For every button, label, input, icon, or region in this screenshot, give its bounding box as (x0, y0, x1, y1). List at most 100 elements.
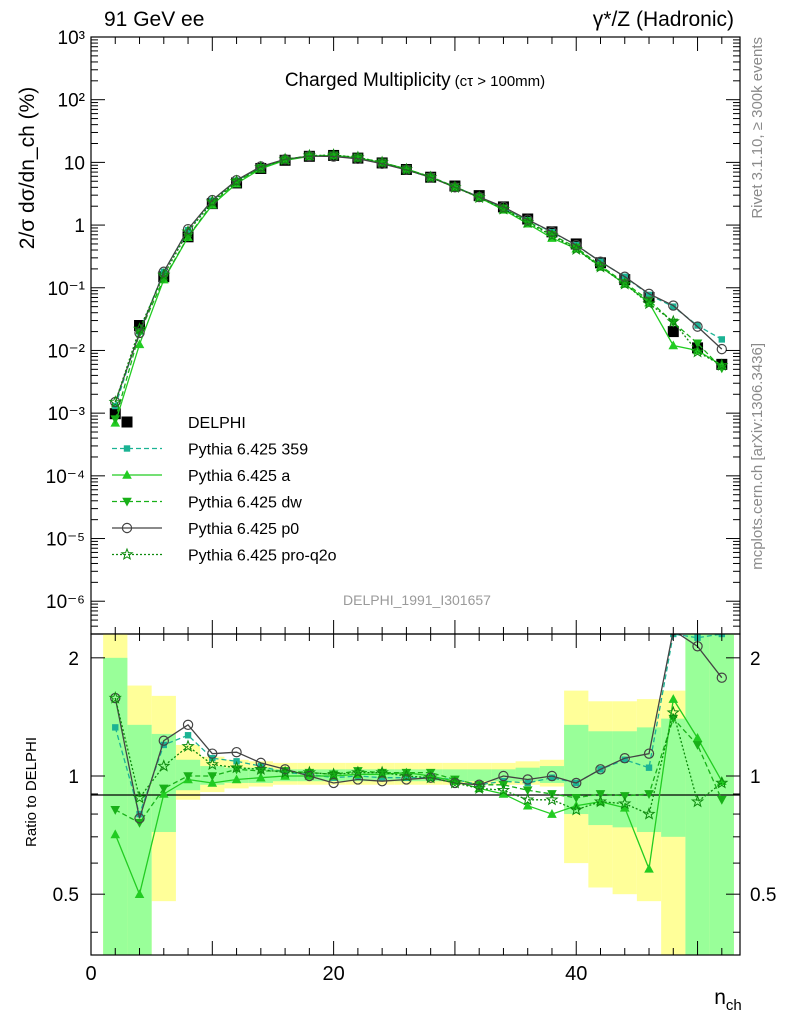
data-point (545, 228, 559, 242)
legend-label: Pythia 6.425 a (188, 468, 290, 485)
ratio-y-tick-label: 0.5 (53, 885, 79, 906)
ratio-point (302, 765, 317, 779)
ratio-y-tick-label: 1 (750, 767, 761, 788)
ratio-point (134, 889, 145, 898)
ratio-y-axis-label: Ratio to DELPHI (23, 737, 40, 847)
ratio-point (547, 809, 557, 818)
ratio-point (545, 792, 559, 806)
plot-title-main: Charged Multiplicity (285, 70, 451, 91)
series-data (109, 149, 728, 420)
ratio-point (256, 772, 266, 782)
data-point (619, 271, 630, 282)
ratio-point (278, 765, 292, 779)
main-frame (90, 36, 741, 635)
ratio-point (132, 790, 147, 804)
data-point (569, 242, 583, 255)
data-point (668, 340, 679, 350)
uncertainty-band-green (127, 724, 152, 955)
y-tick-label: 10⁻⁶ (46, 592, 85, 613)
header-left: 91 GeV ee (104, 8, 204, 31)
ratio-point (473, 779, 485, 790)
series-line (114, 155, 723, 403)
ratio-point (181, 739, 195, 753)
ratio-point (619, 753, 630, 764)
data-point (302, 148, 316, 162)
ratio-point (619, 802, 630, 812)
x-tick-label: 20 (322, 963, 344, 985)
data-point (108, 395, 122, 408)
ratio-point (546, 770, 558, 782)
ratio-point (423, 770, 438, 784)
ratio-point (376, 776, 388, 787)
ratio-point (593, 794, 608, 808)
data-point (593, 259, 608, 273)
legend-marker (121, 522, 133, 534)
data-point (375, 155, 389, 168)
ratio-line (114, 697, 723, 897)
ratio-point (327, 767, 341, 780)
ratio-y-tick-label: 0.5 (750, 885, 776, 906)
ratio-point (571, 794, 582, 803)
ratio-point (715, 776, 729, 789)
ratio-point (110, 829, 121, 839)
data-point (521, 215, 535, 229)
ratio-point (521, 792, 535, 806)
data-point (327, 148, 341, 161)
legend-marker (120, 547, 134, 561)
data-point (690, 344, 705, 358)
data-point (644, 296, 654, 306)
ratio-point (353, 767, 363, 776)
ratio-point (184, 732, 192, 739)
data-point (134, 320, 146, 332)
ratio-point (351, 765, 365, 779)
legend-label: Pythia 6.425 359 (188, 442, 308, 459)
ratio-point (254, 762, 268, 775)
uncertainty-band-green (661, 718, 686, 837)
ratio-point (110, 806, 121, 815)
legend-label: Pythia 6.425 dw (188, 495, 302, 512)
x-tick-label: 0 (85, 963, 96, 985)
data-point (666, 314, 680, 328)
ratio-point (643, 748, 655, 759)
legend-marker (122, 497, 132, 507)
ratio-point (375, 765, 389, 779)
y-tick-label: 10⁻¹ (48, 279, 86, 300)
ratio-point (642, 807, 656, 820)
ratio-point (618, 796, 632, 810)
plot-title-suffix: (cτ > 100mm) (455, 73, 546, 90)
data-point (132, 322, 147, 335)
ratio-point (524, 779, 531, 787)
legend-label: DELPHI (188, 415, 246, 432)
uncertainty-band-green (588, 731, 613, 826)
ratio-y-tick-label: 1 (68, 767, 79, 788)
ratio-point (522, 786, 533, 796)
ratio-point (717, 795, 727, 805)
ratio-point (522, 774, 533, 785)
data-point (668, 318, 679, 328)
header-right: γ*/Z (Hadronic) (593, 8, 734, 31)
data-point (254, 160, 268, 174)
ratio-point (401, 774, 412, 785)
data-point (110, 415, 121, 425)
data-point (595, 256, 606, 267)
ratio-point (595, 790, 606, 799)
data-point (667, 326, 679, 338)
data-point (715, 358, 729, 371)
ratio-point (207, 777, 218, 787)
main-y-axis-label: 2/σ dσ/dn_ch (%) (16, 87, 39, 250)
ratio-point (571, 777, 582, 789)
series-pa (110, 150, 727, 427)
ratio-line (114, 717, 723, 824)
ratio-point (158, 784, 169, 794)
y-tick-label: 10³ (58, 28, 85, 49)
series-pp0 (110, 150, 728, 408)
ratio-point (668, 694, 679, 703)
ratio-point (498, 788, 509, 798)
legend-label: Pythia 6.425 p0 (188, 521, 299, 538)
ratio-y-tick-label: 2 (750, 649, 761, 670)
ratio-point (716, 672, 728, 683)
ratio-point (595, 764, 606, 775)
ratio-point (450, 775, 460, 785)
data-point (716, 343, 728, 355)
